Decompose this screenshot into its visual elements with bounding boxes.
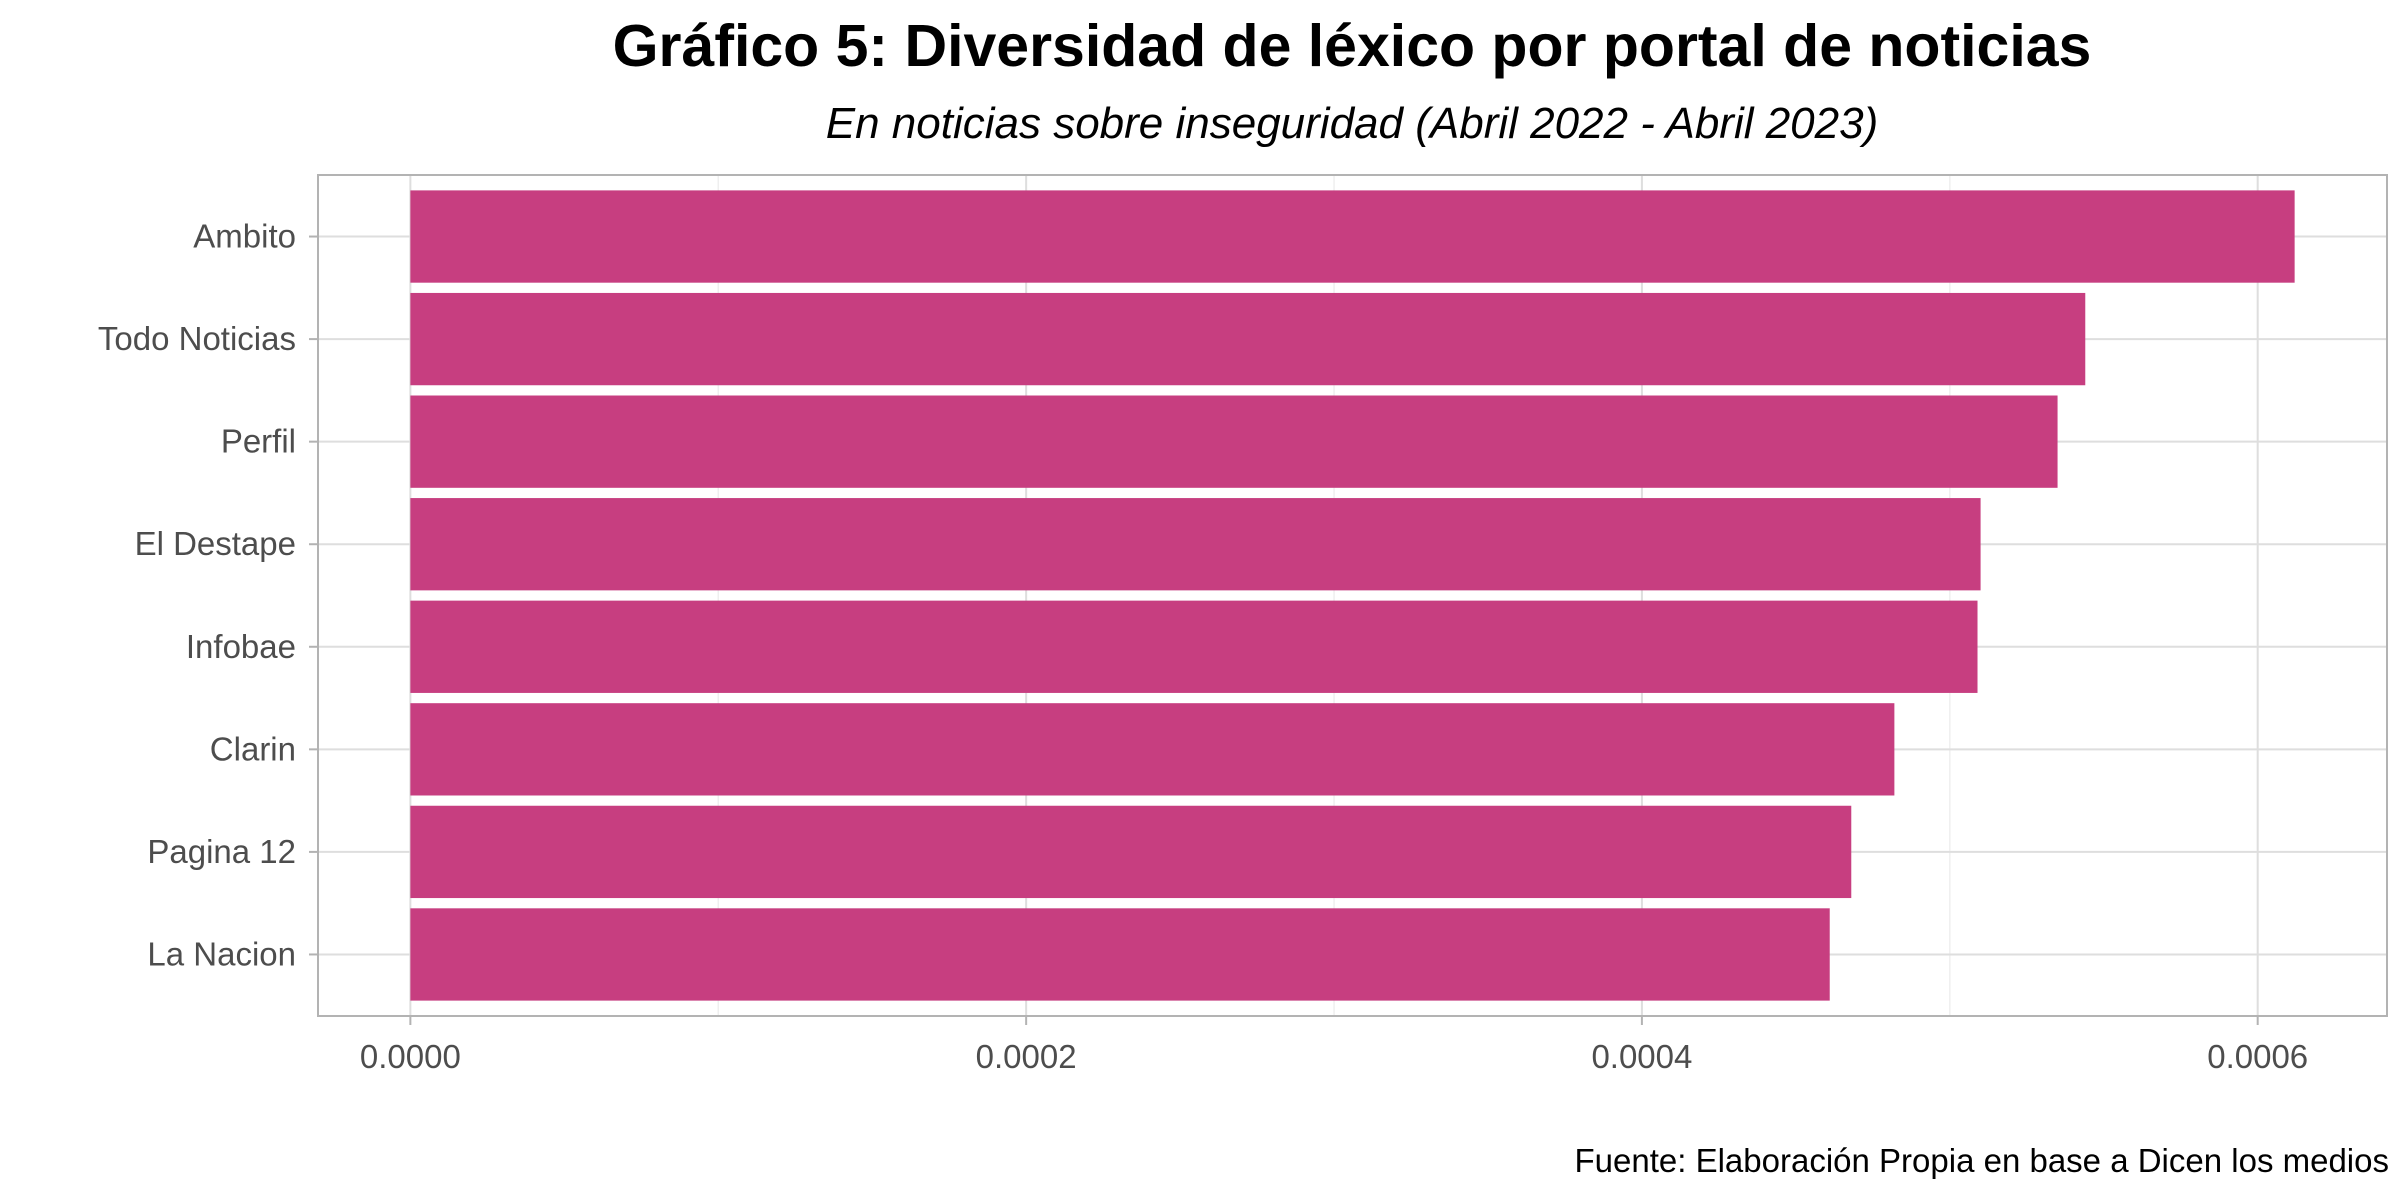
x-tick-label: 0.0006 <box>2207 1038 2308 1075</box>
y-tick-label: Pagina 12 <box>147 833 296 870</box>
y-axis-labels: Ambito Todo Noticias Perfil El Destape Infob… <box>98 218 318 972</box>
y-tick-label: La Nacion <box>147 935 296 972</box>
x-axis-labels: 0.0000 0.0002 0.0004 0.0006 <box>360 1016 2308 1075</box>
y-tick-label: El Destape <box>135 525 296 562</box>
plot-panel-border <box>317 174 2388 1017</box>
chart-title: Gráfico 5: Diversidad de léxico por port… <box>613 13 2092 79</box>
bar-ambito <box>410 190 2295 283</box>
x-tick-label: 0.0000 <box>360 1038 461 1075</box>
bars-group <box>410 190 2295 1001</box>
bar-pagina-12 <box>410 805 1852 899</box>
bar-clarin <box>410 703 1895 796</box>
chart-caption: Fuente: Elaboración Propia en base a Dic… <box>1575 1142 2389 1179</box>
chart-subtitle: En noticias sobre inseguridad (Abril 202… <box>826 99 1879 148</box>
x-tick-label: 0.0004 <box>1591 1038 1692 1075</box>
y-tick-label: Clarin <box>210 730 296 767</box>
bar-la-nacion <box>410 908 1830 1001</box>
y-tick-label: Todo Noticias <box>98 320 296 357</box>
y-tick-label: Perfil <box>221 423 296 460</box>
bar-perfil <box>410 395 2058 488</box>
bar-infobae <box>410 600 1978 693</box>
y-tick-label: Infobae <box>186 628 296 665</box>
bar-el-destape <box>410 498 1981 591</box>
bar-todo-noticias <box>410 292 2086 386</box>
x-tick-label: 0.0002 <box>976 1038 1077 1075</box>
y-tick-label: Ambito <box>193 218 296 255</box>
